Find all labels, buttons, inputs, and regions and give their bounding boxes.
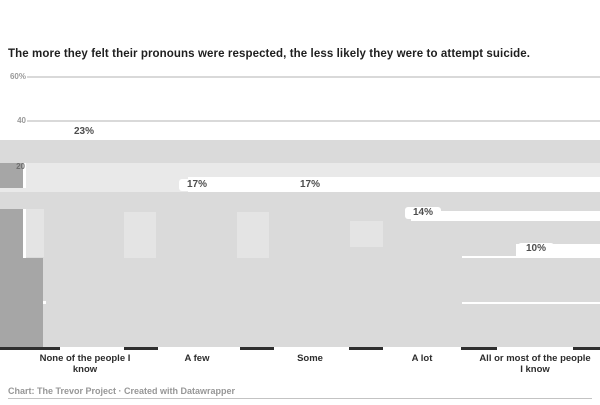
left-block-gap-2: [23, 209, 26, 258]
value-label-3: 17%: [292, 179, 328, 191]
left-gray-block-2: [0, 209, 23, 258]
value-label-4: 14%: [405, 207, 441, 219]
footer-source-text: Chart: The Trevor Project ·: [8, 386, 125, 396]
gridline-white-20: [462, 256, 600, 258]
left-gray-block-3: [0, 258, 43, 347]
column-strip-1: [26, 209, 44, 257]
baseline-segment-6: [573, 347, 600, 350]
baseline-segment-5: [461, 347, 497, 350]
y-tick-20: 20: [16, 162, 25, 171]
baseline-segment-2: [124, 347, 158, 350]
value-label-1: 23%: [66, 126, 102, 138]
column-strip-3: [237, 212, 269, 258]
y-tick-40: 40: [0, 116, 27, 125]
baseline-segment-4: [349, 347, 383, 350]
label-band-17: [188, 177, 600, 192]
baseline-segment-3: [240, 347, 274, 350]
chart-footer: Chart: The Trevor Project · Created with…: [8, 386, 235, 396]
chart-title: The more they felt their pronouns were r…: [8, 48, 531, 60]
value-label-2: 17%: [179, 179, 215, 191]
category-label-5: All or most of the people I know: [479, 353, 591, 375]
left-gray-block-1: [0, 163, 23, 188]
category-label-1: None of the people I know: [39, 353, 131, 375]
datawrapper-link[interactable]: Created with Datawrapper: [124, 386, 236, 396]
category-label-3: Some: [297, 353, 323, 364]
column-strip-2: [124, 212, 156, 258]
gridline-40: [0, 120, 600, 122]
y-tick-60: 60%: [0, 72, 27, 81]
gridline-60: [27, 76, 600, 78]
value-label-5: 10%: [518, 243, 554, 255]
label-band-14: [411, 211, 600, 221]
gridline-white-10: [462, 302, 600, 304]
gridline-white-notch: [42, 301, 46, 304]
left-block-gap-1: [23, 163, 26, 188]
baseline-segment-1: [0, 347, 60, 350]
column-mass-band-1: [0, 140, 600, 163]
column-strip-4: [350, 221, 383, 247]
category-label-2: A few: [184, 353, 210, 364]
footer-divider: [8, 398, 592, 399]
category-label-4: A lot: [411, 353, 433, 364]
